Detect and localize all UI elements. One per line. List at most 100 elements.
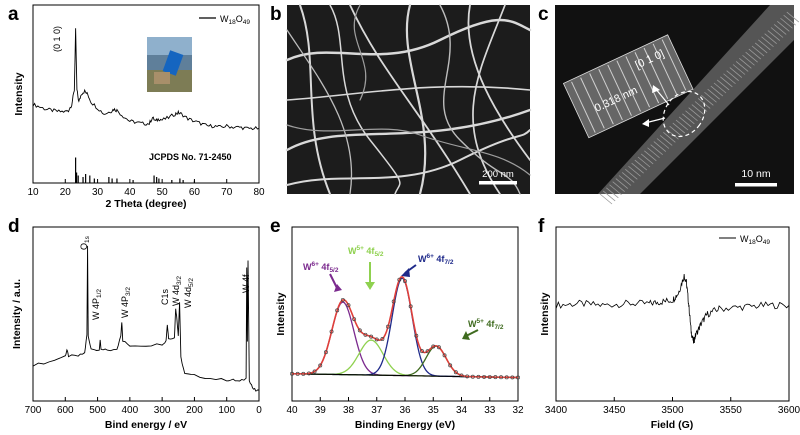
panel-e-data-point-36 bbox=[340, 297, 345, 302]
panel-d-tick-label-1: 600 bbox=[57, 405, 74, 416]
panel-c-fringe-14 bbox=[644, 150, 657, 162]
panel-e-x-axis-label: Binding Energy (eV) bbox=[355, 419, 455, 431]
panel-c-inset-line-10 bbox=[661, 39, 687, 91]
panel-c-fringe-23 bbox=[672, 122, 686, 134]
panel-d-label-w4p12: W 4P1/2 bbox=[91, 289, 103, 320]
panel-e-data-point-0 bbox=[290, 371, 294, 376]
panel-a-plot bbox=[32, 28, 260, 131]
panel-f-tick-label-4: 3600 bbox=[778, 405, 800, 416]
panel-a-inset-photo bbox=[147, 37, 192, 92]
panel-c-dashed-ellipse bbox=[662, 90, 706, 138]
panel-c-hrtem-image: 0.318 nm [0 1 0] 10 nm bbox=[555, 5, 800, 205]
panel-a-x-ticks: 10 20 30 40 50 60 70 80 bbox=[27, 179, 265, 198]
panel-f-plot bbox=[555, 274, 790, 344]
panel-c-inset-line-8 bbox=[643, 47, 669, 99]
panel-e-data-point-56 bbox=[369, 334, 374, 339]
panel-c-scale-bar-label: 10 nm bbox=[741, 168, 770, 180]
panel-c-fringe-30 bbox=[694, 101, 708, 112]
panel-e-tick-label-7: 33 bbox=[484, 405, 496, 416]
panel-f-frame bbox=[555, 226, 790, 402]
panel-c-inset-line-5 bbox=[616, 60, 641, 112]
panel-a-tick-label-0: 10 bbox=[27, 187, 39, 198]
panel-c-fringe-32 bbox=[701, 95, 714, 106]
panel-e-data-point-4 bbox=[295, 371, 300, 376]
panel-c-arrowhead-1 bbox=[652, 85, 660, 93]
panel-c-fringe-35 bbox=[710, 85, 724, 97]
panel-e-component-1 bbox=[291, 339, 519, 379]
panel-c-fringe-10 bbox=[631, 162, 644, 174]
panel-e-annotations: W6+ 4f5/2 W5+ 4f5/2 W6+ 4f7/2 W5+ 4f7/2 bbox=[303, 245, 504, 331]
panel-c-fringe-44 bbox=[739, 58, 752, 69]
panel-e-data-point-112 bbox=[448, 363, 453, 368]
panel-e-data-point-32 bbox=[335, 308, 340, 313]
panel-c-fringe-42 bbox=[732, 64, 746, 75]
panel-c-fringe-1 bbox=[602, 190, 616, 202]
panel-a-y-axis-label: Intensity bbox=[13, 72, 25, 115]
panel-f-tick-label-3: 3550 bbox=[720, 405, 743, 416]
panel-e-data-point-124 bbox=[465, 374, 470, 379]
panel-d-plot bbox=[32, 245, 260, 392]
panel-e-data-point-136 bbox=[482, 374, 487, 379]
panel-a-frame bbox=[32, 4, 260, 184]
panel-c-fringe-21 bbox=[666, 128, 679, 140]
panel-c-inset-line-7 bbox=[634, 52, 660, 104]
panel-d-tick-label-4: 300 bbox=[154, 405, 171, 416]
panel-d-tick-label-3: 400 bbox=[122, 405, 139, 416]
panel-letter-f: f bbox=[538, 216, 545, 237]
panel-c-fringe-3 bbox=[609, 184, 622, 196]
panel-e-data-point-28 bbox=[329, 329, 334, 334]
panel-c-fringe-55 bbox=[773, 24, 787, 35]
panel-e-data-point-20 bbox=[318, 363, 323, 368]
panel-c-inset-line-6 bbox=[625, 56, 651, 108]
panel-e-data-point-92 bbox=[420, 349, 424, 354]
panel-e-data-point-152 bbox=[504, 375, 509, 380]
panel-letter-d: d bbox=[8, 216, 20, 237]
panel-e-label-w5-4f72: W5+ 4f7/2 bbox=[468, 318, 504, 331]
panel-c-fringe-38 bbox=[720, 76, 733, 88]
panel-c-fringe-33 bbox=[704, 91, 717, 103]
panel-c-fringe-52 bbox=[764, 33, 777, 44]
panel-c-fringe-12 bbox=[637, 156, 651, 168]
panel-c-fringe-49 bbox=[754, 42, 768, 54]
panel-e-label-w5-4f52: W5+ 4f5/2 bbox=[348, 245, 384, 258]
panel-a-x-axis-label: 2 Theta (degree) bbox=[105, 198, 186, 210]
panel-c-fringe-57 bbox=[780, 17, 793, 29]
panel-c-nanowire bbox=[598, 5, 800, 205]
panel-c-fringe-29 bbox=[691, 104, 705, 115]
panel-c-fringe-53 bbox=[767, 30, 781, 41]
panel-c-fringe-0 bbox=[599, 193, 613, 205]
panel-a-tick-label-7: 80 bbox=[253, 187, 265, 198]
panel-d-label-w4d52: W 4d5/2 bbox=[183, 278, 195, 308]
panel-d-xps-survey-chart: 700 600 500 400 300 200 100 0 O1s W 4P1/2 W 4P3… bbox=[11, 226, 262, 431]
panel-c-fringe-5 bbox=[615, 178, 629, 189]
panel-e-data-point-44 bbox=[352, 317, 357, 322]
panel-d-label-w4p32: W 4P3/2 bbox=[120, 287, 132, 318]
panel-c-fringe-13 bbox=[640, 153, 654, 165]
panel-e-tick-label-5: 35 bbox=[428, 405, 440, 416]
panel-a-reference-label: JCPDS No. 71-2450 bbox=[149, 152, 232, 162]
panel-f-x-axis-label: Field (G) bbox=[651, 419, 694, 431]
panel-e-tick-label-0: 40 bbox=[286, 405, 298, 416]
panel-e-data-point-8 bbox=[301, 371, 306, 376]
panel-letter-c: c bbox=[538, 4, 549, 25]
panel-e-data-point-144 bbox=[493, 375, 498, 380]
panel-c-fringe-27 bbox=[685, 110, 698, 122]
panel-e-data-point-84 bbox=[408, 304, 413, 309]
panel-b-nanowires bbox=[285, 3, 532, 196]
panel-e-data-point-104 bbox=[436, 345, 441, 350]
panel-f-tick-label-0: 3400 bbox=[545, 405, 568, 416]
panel-d-label-w4f: W 4f bbox=[241, 274, 251, 293]
panel-e-data-point-64 bbox=[380, 337, 385, 341]
panel-d-peak-labels: O1s W 4P1/2 W 4P3/2 C1s W 4d3/2 W 4d5/2 … bbox=[79, 235, 251, 320]
panel-a-peak-label: (0 1 0) bbox=[52, 26, 62, 52]
panel-f-legend-label: W18O49 bbox=[740, 234, 770, 246]
panel-f-y-axis-label: Intensity bbox=[539, 292, 551, 335]
panel-e-data-point-40 bbox=[346, 303, 351, 308]
panel-c-inset-line-2 bbox=[589, 73, 614, 125]
panel-a-xrd-chart: 10 20 30 40 50 60 70 80 W18O49 (0 1 0) JCPDS No… bbox=[13, 4, 265, 210]
panel-d-series-line bbox=[32, 245, 260, 392]
panel-d-label-o1s: O1s bbox=[79, 235, 91, 250]
panel-letter-a: a bbox=[8, 4, 19, 25]
panel-c-fringe-34 bbox=[707, 88, 720, 100]
